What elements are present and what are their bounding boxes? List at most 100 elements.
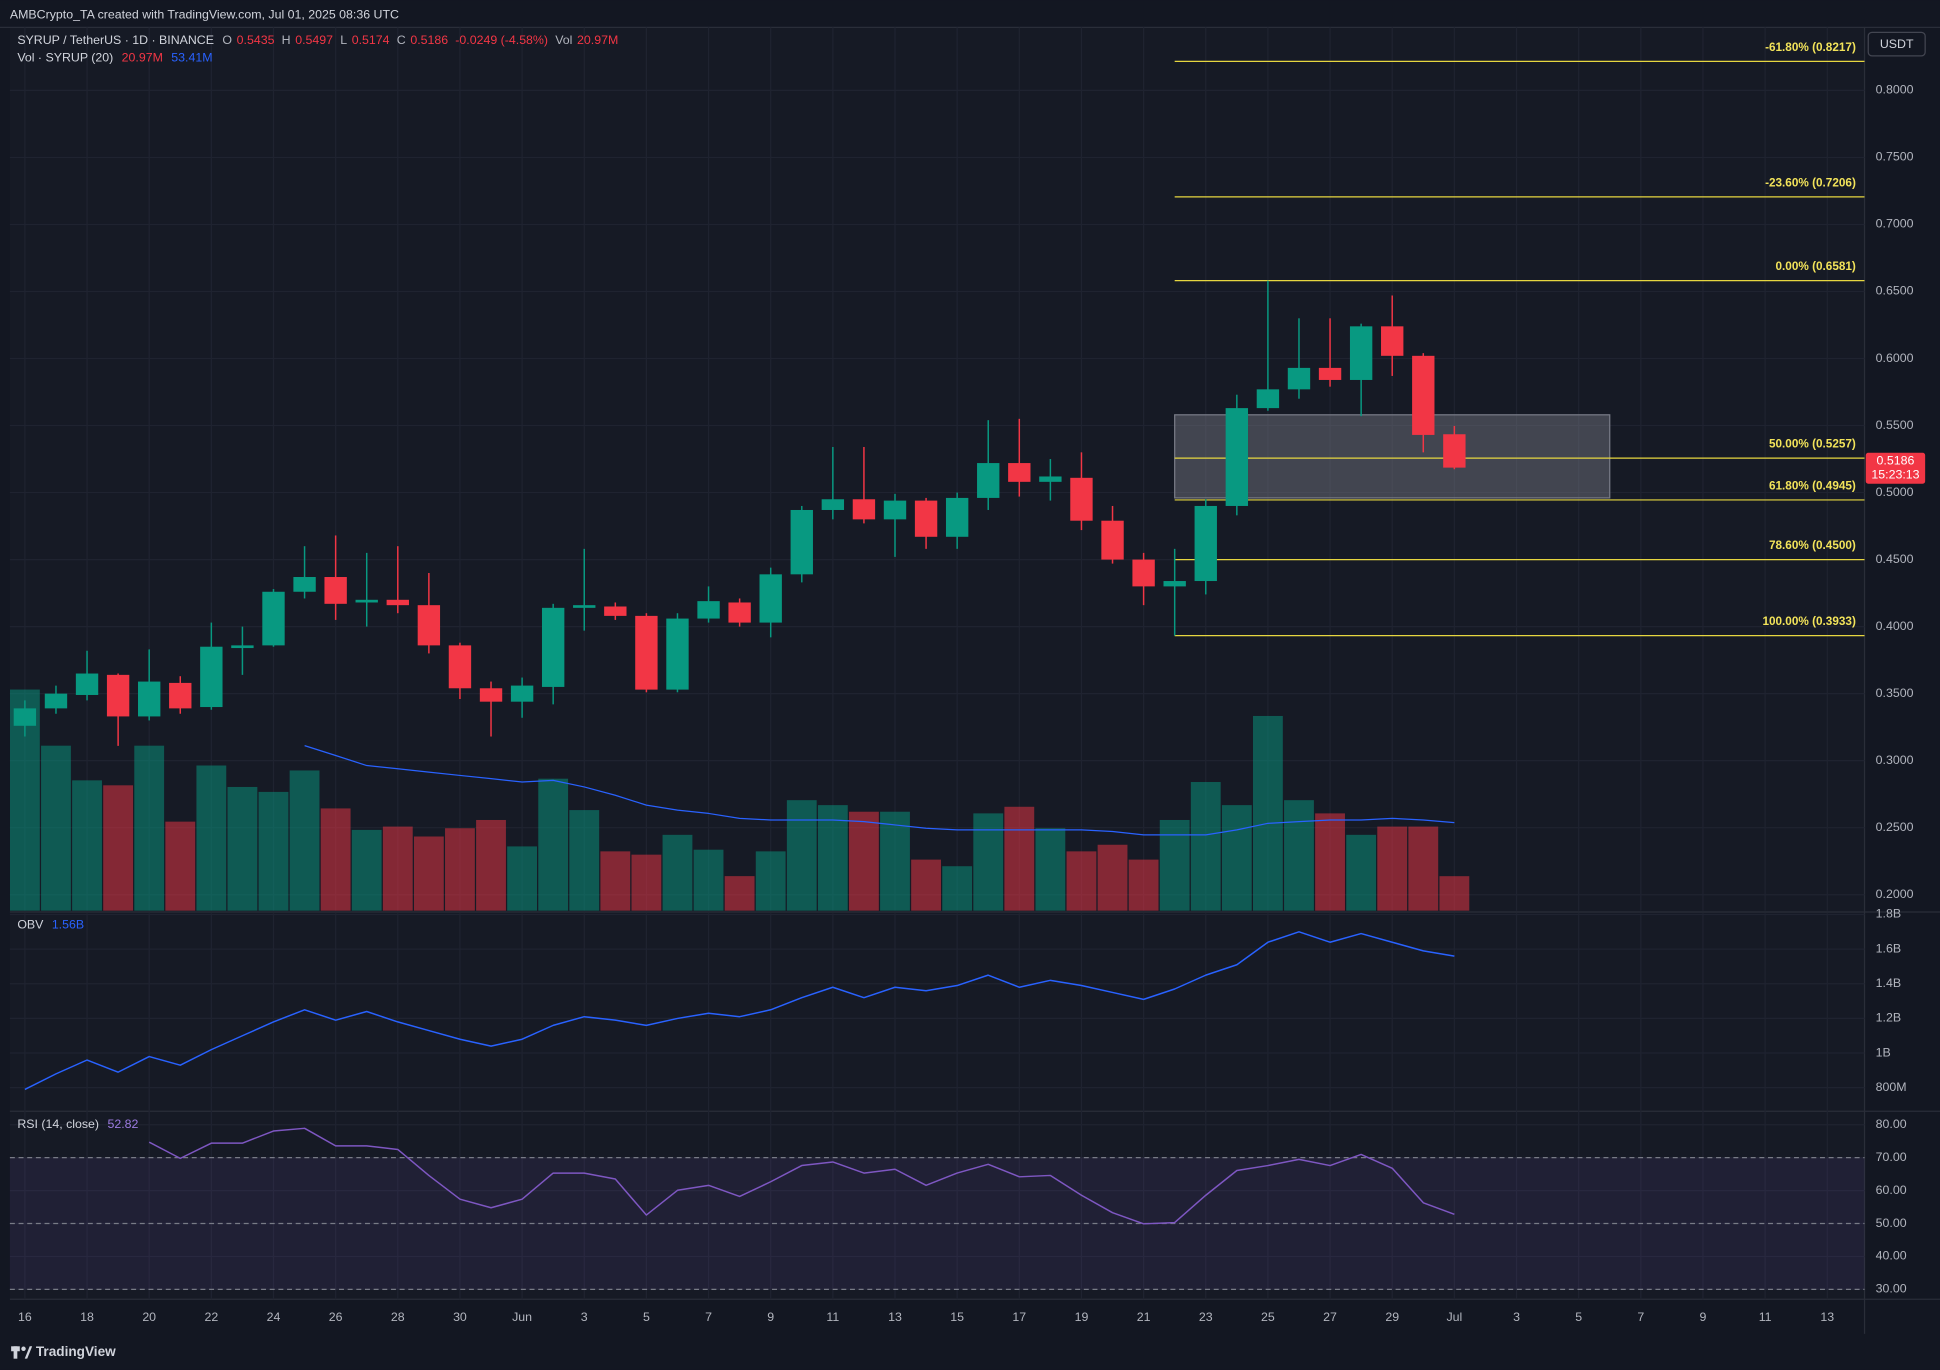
candle-body — [728, 602, 751, 623]
header: AMBCrypto_TA created with TradingView.co… — [10, 7, 399, 21]
indicator-line — [24, 931, 1455, 1091]
plot-background — [9, 27, 1865, 1300]
x-tick-label: 13 — [888, 1310, 902, 1324]
rsi-legend: RSI (14, close) 52.82 — [17, 1117, 138, 1131]
fib-label: -61.80% (0.8217) — [1765, 41, 1856, 54]
main-legend: SYRUP / TetherUS · 1D · BINANCE O 0.5435… — [17, 33, 618, 47]
x-tick-label: 11 — [826, 1310, 839, 1324]
volume-bar — [134, 745, 165, 911]
x-tick-label: Jul — [1446, 1310, 1462, 1324]
candle-body — [1194, 505, 1217, 582]
candle-body — [759, 574, 782, 623]
x-tick-label: 28 — [391, 1310, 405, 1324]
y-tick-label: 0.4500 — [1876, 552, 1914, 566]
legend-open: 0.5435 — [237, 33, 275, 47]
candle-body — [138, 681, 161, 717]
y-tick-label: 0.4000 — [1876, 619, 1914, 633]
y-tick-label: 0.2500 — [1876, 820, 1914, 834]
candle-body — [324, 577, 347, 604]
legend-low: 0.5174 — [352, 33, 390, 47]
candle-body — [169, 682, 192, 709]
volume-bar — [1346, 834, 1377, 911]
candle-body — [262, 591, 285, 646]
candle-body — [386, 599, 409, 606]
candle-body — [510, 685, 534, 702]
volume-bar — [165, 821, 196, 911]
volume-bar — [662, 834, 693, 911]
legend-open-label: O — [222, 33, 232, 47]
x-tick-label: 7 — [1637, 1310, 1644, 1324]
volume-legend: Vol · SYRUP (20) 20.97M 53.41M — [17, 51, 212, 65]
x-tick-label: 15 — [950, 1310, 964, 1324]
x-tick-label: 21 — [1137, 1310, 1151, 1324]
y-tick-label: 1.2B — [1876, 1011, 1901, 1025]
volume-bar — [1097, 844, 1128, 911]
volume-bar — [103, 785, 134, 911]
x-tick-label: 7 — [705, 1310, 712, 1324]
volume-bar — [693, 849, 724, 911]
legend-volume: 20.97M — [577, 33, 618, 47]
volume-bar — [942, 866, 973, 911]
candle-body — [1256, 389, 1280, 409]
y-tick-label: 0.7000 — [1876, 217, 1914, 231]
candle-body — [417, 605, 441, 646]
x-tick-label: 18 — [80, 1310, 94, 1324]
volume-bar — [1190, 782, 1221, 911]
marks-layer — [9, 60, 1865, 911]
y-tick-label: 1.6B — [1876, 941, 1901, 955]
candle-body — [1287, 367, 1311, 390]
candle-body — [293, 577, 316, 592]
volume-bar — [227, 786, 258, 911]
y-tick-label: 1B — [1876, 1045, 1891, 1059]
volume-bar — [600, 851, 631, 911]
volume-bar — [1408, 826, 1439, 911]
volume-bar — [1284, 800, 1314, 911]
fib-label: -23.60% (0.7206) — [1765, 176, 1856, 189]
volume-bar — [289, 770, 320, 911]
x-tick-label: 9 — [1700, 1310, 1707, 1324]
x-tick-label: 29 — [1385, 1310, 1399, 1324]
candle-body — [75, 673, 99, 695]
x-tick-label: 23 — [1199, 1310, 1213, 1324]
candle-body — [1163, 581, 1186, 587]
y-tick-label: 0.3500 — [1876, 686, 1914, 700]
logo-part — [21, 1346, 26, 1352]
currency[interactable]: USDT — [1880, 37, 1914, 51]
y-tick-label: 0.5000 — [1876, 485, 1914, 499]
y-tick-label: 70.00 — [1876, 1150, 1907, 1164]
candle-body — [1381, 326, 1404, 356]
x-tick-label: 22 — [204, 1310, 218, 1324]
volume-bar — [911, 859, 941, 911]
volume-bar — [413, 836, 444, 911]
candle-body — [231, 645, 254, 649]
candle-body — [1008, 463, 1031, 482]
currency-box[interactable] — [1867, 31, 1926, 57]
x-tick-label: 16 — [18, 1310, 32, 1324]
countdown: 15:23:13 — [1871, 467, 1919, 481]
legend-high: 0.5497 — [295, 33, 333, 47]
volume-bar — [196, 765, 227, 911]
candle-body — [1412, 355, 1435, 435]
volume-bar — [1159, 819, 1190, 911]
rsi-legend-value: 52.82 — [107, 1117, 138, 1131]
volume-bar — [320, 808, 351, 911]
candle-body — [790, 509, 813, 575]
volume-bar — [538, 778, 569, 911]
legend-high-label: H — [282, 33, 291, 47]
logo-part — [24, 1346, 33, 1359]
volume-bar — [445, 828, 475, 911]
volume-legend-name: Vol · SYRUP (20) — [17, 51, 113, 65]
volume-bar — [72, 780, 102, 911]
candle-body — [697, 601, 720, 619]
candle-body — [1070, 477, 1093, 521]
legend-symbol: SYRUP / TetherUS · 1D · BINANCE — [17, 33, 214, 47]
y-tick-label: 40.00 — [1876, 1249, 1907, 1263]
volume-bar — [1221, 805, 1252, 911]
candle-body — [1225, 408, 1249, 506]
x-tick-label: 11 — [1759, 1310, 1772, 1324]
candle-body — [448, 645, 472, 689]
x-tick-label: 13 — [1820, 1310, 1834, 1324]
y-tick-label: 60.00 — [1876, 1183, 1907, 1197]
candle-body — [635, 615, 658, 690]
